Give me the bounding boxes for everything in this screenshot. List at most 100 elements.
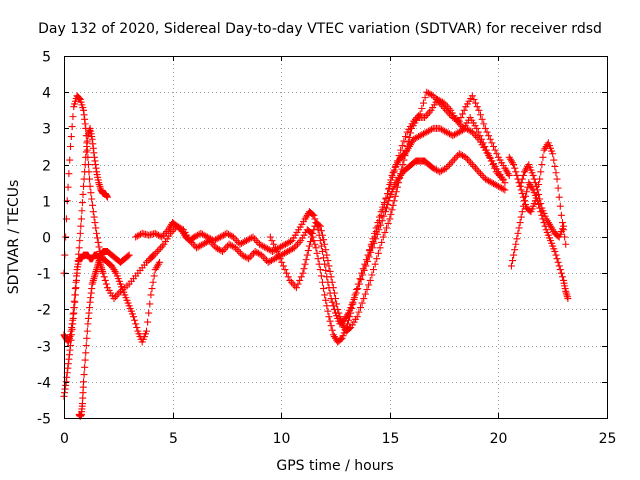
y-tick-label: -4	[37, 376, 51, 392]
x-tick-label: 10	[273, 431, 291, 447]
data-point-interp	[493, 150, 501, 158]
data-point-interp	[91, 219, 99, 227]
data-point-interp	[457, 114, 465, 122]
data-point-interp	[131, 316, 139, 324]
data-point-interp	[376, 244, 384, 252]
data-point-interp	[557, 269, 565, 277]
data-point-interp	[380, 200, 388, 208]
data-point	[143, 327, 151, 335]
data-point-interp	[304, 247, 312, 255]
data-point-interp	[391, 192, 399, 200]
data-point-interp	[124, 252, 132, 260]
data-point-interp	[228, 242, 236, 250]
data-point-interp	[359, 265, 367, 273]
data-point-interp	[69, 113, 77, 121]
data-point	[481, 124, 489, 132]
data-point-interp	[401, 152, 409, 160]
data-point-interp	[555, 193, 563, 201]
data-point-interp	[539, 153, 547, 161]
data-point-interp	[281, 266, 289, 274]
data-point	[488, 139, 496, 147]
data-point-interp	[77, 222, 85, 230]
data-point-interp	[553, 255, 561, 263]
data-point-interp	[387, 210, 395, 218]
data-point-interp	[81, 161, 89, 169]
data-point-interp	[328, 326, 336, 334]
data-point-interp	[538, 161, 546, 169]
data-point	[520, 197, 528, 205]
data-point-interp	[392, 162, 400, 170]
data-point	[310, 211, 318, 219]
data-point-interp	[511, 164, 519, 172]
data-point-interp	[389, 173, 397, 181]
data-point-interp	[158, 242, 166, 250]
data-point-interp	[157, 244, 165, 252]
data-point-interp	[532, 182, 540, 190]
data-point-interp	[519, 171, 527, 179]
data-point-interp	[355, 308, 363, 316]
data-point-interp	[472, 99, 480, 107]
data-point-interp	[271, 244, 279, 252]
data-point-interp	[81, 356, 89, 364]
y-tick-labels: -5 -4 -3 -2 -1 0 1 2 3 4 5	[37, 50, 51, 428]
series-7	[266, 95, 507, 335]
data-point	[507, 262, 515, 270]
data-point-interp	[324, 257, 332, 265]
data-point-interp	[513, 171, 521, 179]
data-point-interp	[387, 179, 395, 187]
data-point-interp	[349, 300, 357, 308]
data-point-interp	[93, 234, 101, 242]
data-point-interp	[499, 185, 507, 193]
data-point	[99, 269, 107, 277]
data-point-interp	[94, 238, 102, 246]
data-point-interp	[113, 291, 121, 299]
data-point-interp	[328, 278, 336, 286]
data-point-interp	[522, 192, 530, 200]
data-point	[86, 182, 94, 190]
data-point-interp	[531, 179, 539, 187]
data-point	[77, 215, 85, 223]
data-point	[103, 193, 111, 201]
data-point-interp	[375, 217, 383, 225]
data-point-interp	[284, 273, 292, 281]
data-point-interp	[318, 231, 326, 239]
data-point-interp	[558, 273, 566, 281]
data-point	[449, 157, 457, 165]
data-point-interp	[317, 227, 325, 235]
data-point-interp	[320, 236, 328, 244]
data-point-interp	[513, 235, 521, 243]
data-point-interp	[470, 162, 478, 170]
data-point-interp	[72, 272, 80, 280]
data-point-interp	[301, 260, 309, 268]
data-point	[421, 114, 429, 122]
data-point-interp	[397, 170, 405, 178]
data-point-interp	[478, 135, 486, 143]
series-3	[60, 251, 157, 346]
data-point	[529, 171, 537, 179]
data-point-interp	[322, 246, 330, 254]
data-point	[479, 139, 487, 147]
data-point	[316, 222, 324, 230]
data-point-interp	[484, 150, 492, 158]
data-point-interp	[472, 164, 480, 172]
data-point-interp	[428, 125, 436, 133]
data-point-interp	[367, 242, 375, 250]
data-point-interp	[512, 168, 520, 176]
data-marks	[60, 88, 572, 420]
data-point	[69, 316, 77, 324]
data-point-interp	[385, 184, 393, 192]
data-point-interp	[365, 281, 373, 289]
data-point-interp	[489, 161, 497, 169]
data-point-interp	[156, 232, 164, 240]
data-point-interp	[554, 258, 562, 266]
data-point-interp	[300, 265, 308, 273]
data-point-interp	[400, 156, 408, 164]
data-point	[286, 276, 294, 284]
data-point-interp	[75, 95, 83, 103]
data-point-interp	[311, 215, 319, 223]
data-point-interp	[88, 195, 96, 203]
x-tick-label: 20	[490, 431, 508, 447]
data-point	[551, 247, 559, 255]
data-point-interp	[350, 295, 358, 303]
